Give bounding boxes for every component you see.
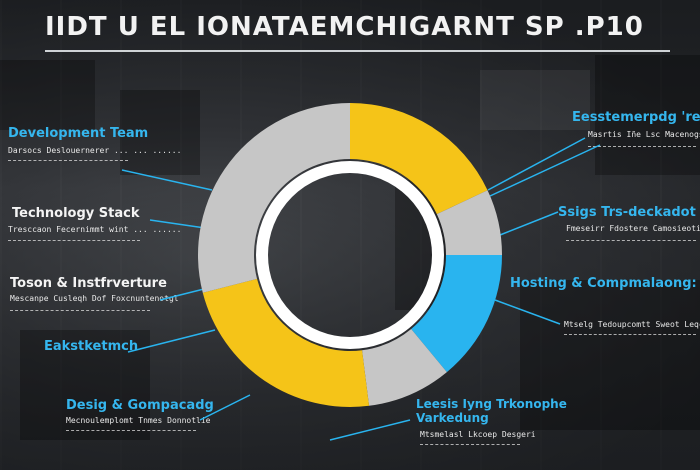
sublabel-desig-gompacadg: Mecnoulemplomt Tnmes Donnotlie — [66, 416, 211, 425]
donut-slice-2 — [411, 255, 502, 373]
connector-line-3 — [127, 329, 216, 353]
monitor-shape — [595, 55, 700, 175]
sublabel-development-team: Darsocs Deslouernerer ... ... ...... — [8, 146, 182, 155]
label-eakstketmch: Eakstketmch — [44, 339, 139, 354]
sub-divider — [66, 430, 196, 432]
donut-slice-5 — [198, 103, 350, 293]
sub-divider — [10, 310, 150, 312]
sublabel-technology-stack: Tresccaon Fecernimmt wint ... ...... — [8, 225, 182, 234]
label-leesis-iyng: Leesis Iyng Trkonophe Varkedung — [416, 397, 567, 425]
sublabel-ssigs-trs-deckadot: Fmeseirr Fdostere Camosieotiing — [566, 224, 700, 233]
label-development-team: Development Team — [8, 126, 149, 141]
sub-divider — [8, 240, 140, 242]
label-ssigs-trs-deckadot: Ssigs Trs-deckadot — [558, 205, 696, 220]
label-hosting-compmalaong: Hosting & Compmalaong: — [510, 276, 697, 291]
sub-divider — [566, 240, 696, 242]
server-rack-shape — [520, 280, 700, 430]
donut-slice-3 — [362, 328, 447, 406]
sublabel-toson-infrastructure: Mescanpe Cusleqh Dof Foxcnuntenotgl — [10, 294, 179, 303]
sub-divider — [420, 444, 520, 446]
sublabel-leesis-iyng: Mtsmelasl Lkcoep Desgeri — [420, 430, 536, 439]
connector-line-5 — [487, 137, 586, 191]
monitor-shape — [20, 330, 150, 440]
connector-line-6 — [489, 144, 601, 197]
label-toson-infrastructure: Toson & Instfrverture — [10, 276, 167, 291]
connector-line-0 — [121, 169, 213, 191]
connector-line-1 — [149, 219, 206, 229]
connector-line-4 — [199, 394, 251, 421]
sublabel-eesstemerpdg: Masrtis Iñe Lsc Macenogs — [588, 130, 700, 139]
sub-divider — [8, 160, 128, 162]
page-title: IIDT U EL IONATAEMCHIGARNT SP .P10 — [45, 12, 644, 42]
donut-slice-1 — [436, 190, 502, 255]
monitor-shape — [0, 60, 95, 130]
donut-slice-0 — [350, 103, 488, 215]
monitor-shape — [120, 90, 200, 175]
donut-slice-4 — [202, 278, 370, 407]
label-desig-gompacadg: Desig & Gompacadg — [66, 398, 214, 413]
window-shape — [480, 70, 590, 130]
connector-line-9 — [329, 419, 411, 441]
label-technology-stack: Technology Stack — [12, 206, 140, 221]
label-eesstemerpdg: Eesstemerpdg 're — [572, 110, 700, 125]
sublabel-hosting-compmalaong: Mtselg Tedoupcomtt Sweot Leqcrelt — [564, 320, 700, 329]
donut-slices — [198, 103, 502, 407]
connector-line-8 — [494, 299, 561, 325]
title-divider — [45, 50, 670, 52]
sub-divider — [564, 334, 696, 336]
sub-divider — [588, 146, 696, 148]
connector-line-7 — [499, 211, 559, 236]
donut-inner-ring — [256, 161, 444, 349]
